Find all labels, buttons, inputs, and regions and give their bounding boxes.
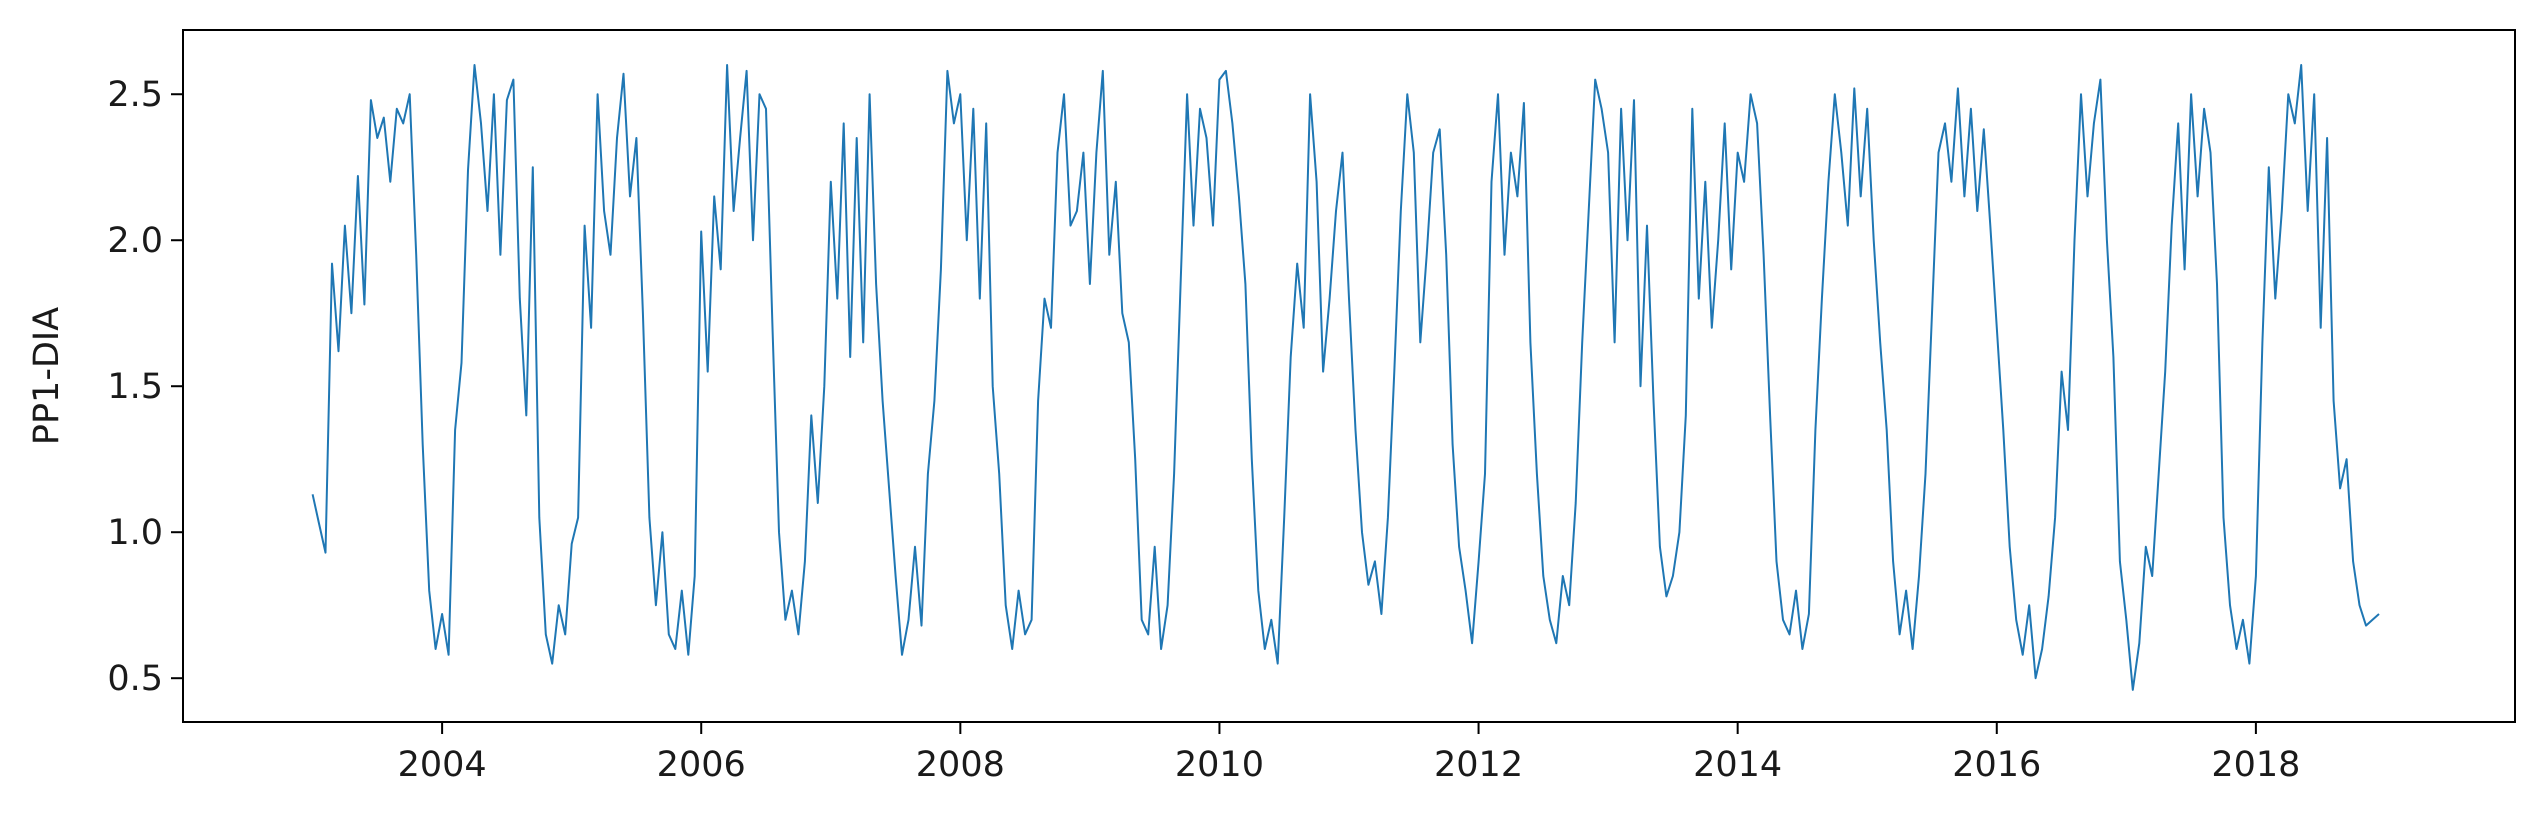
x-tick-label: 2018	[2211, 745, 2300, 785]
axes-frame	[182, 29, 2516, 723]
x-tick-label: 2008	[916, 745, 1005, 785]
x-tick-label: 2010	[1175, 745, 1264, 785]
x-tick-label: 2006	[657, 745, 746, 785]
y-tick-label: 0.5	[107, 659, 163, 699]
y-axis: 0.5 1.0 1.5 2.0 2.5	[107, 75, 183, 699]
y-tick-label: 1.5	[107, 367, 163, 407]
x-tick-label: 2016	[1952, 745, 2041, 785]
x-tick-label: 2012	[1434, 745, 1523, 785]
y-axis-label: PP1-DIA	[27, 307, 67, 445]
y-tick-label: 2.0	[107, 221, 163, 261]
y-tick-label: 1.0	[107, 513, 163, 553]
x-tick-label: 2014	[1693, 745, 1782, 785]
plot-area	[311, 64, 2380, 691]
series-line	[311, 64, 2380, 691]
x-tick-label: 2004	[398, 745, 487, 785]
x-axis: 2004 2006 2008 2010 2012 2014 2016 2018	[398, 722, 2300, 785]
y-tick-label: 2.5	[107, 75, 163, 115]
